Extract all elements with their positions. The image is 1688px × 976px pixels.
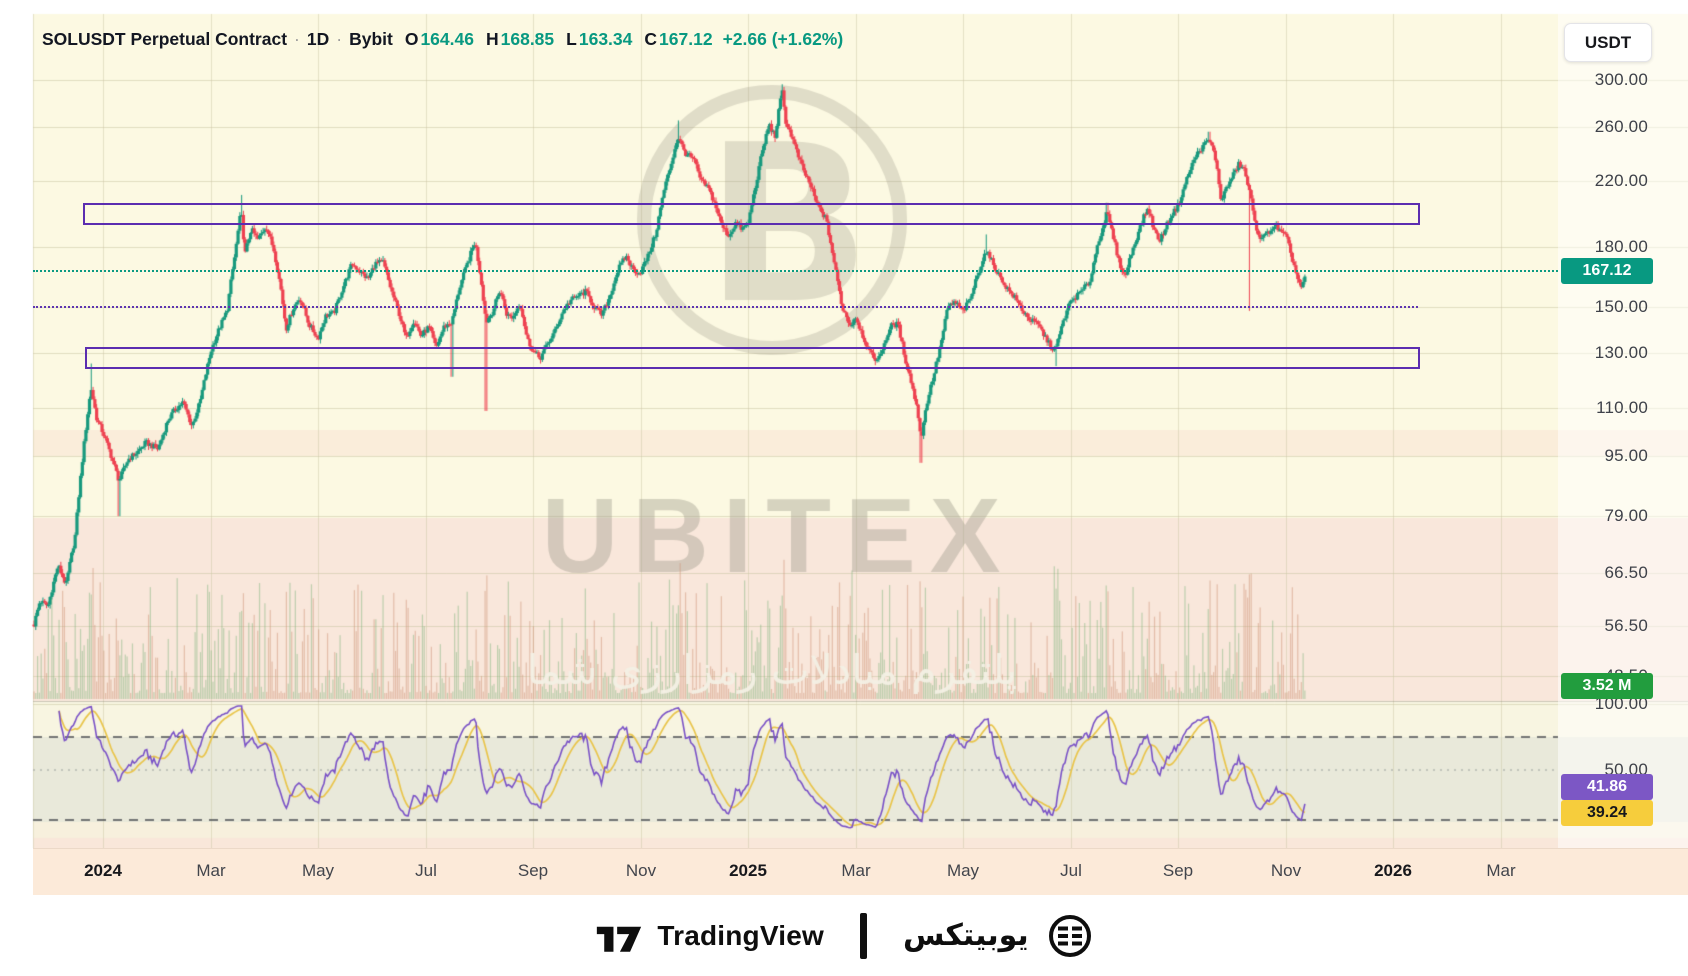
current-price-badge: 167.12 bbox=[1561, 258, 1653, 285]
symbol-header: SOLUSDT Perpetual Contract · 1D · Bybit O 164.… bbox=[42, 29, 843, 50]
time-axis[interactable]: 2024 Mar May Jul Sep Nov 2025 Mar May Jul Sep Nov 20… bbox=[33, 848, 1688, 896]
price-tick-label: 95.00 bbox=[1604, 445, 1648, 465]
time-tick-label: Jul bbox=[415, 861, 437, 880]
price-tick-label: 220.00 bbox=[1594, 171, 1648, 191]
symbol-title[interactable]: SOLUSDT Perpetual Contract bbox=[42, 29, 288, 49]
current-price-line[interactable] bbox=[33, 270, 1558, 273]
exchange-label: Bybit bbox=[349, 29, 393, 49]
time-tick-label: Nov bbox=[1270, 861, 1302, 880]
price-tick-label: 110.00 bbox=[1596, 397, 1648, 417]
candlestick-chart-canvas[interactable] bbox=[0, 0, 1688, 848]
time-tick-label: Mar bbox=[196, 861, 226, 880]
time-tick-label: 2024 bbox=[84, 861, 122, 880]
separator-dot: · bbox=[294, 29, 300, 49]
footer: TradingView يوبيتكس bbox=[0, 895, 1688, 976]
time-tick-label: May bbox=[301, 861, 335, 880]
resistance-zone-box[interactable] bbox=[83, 202, 1420, 225]
close-value: 167.12 bbox=[659, 29, 713, 49]
rsi-value-badge: 41.86 bbox=[1561, 774, 1653, 800]
time-tick-label: May bbox=[946, 861, 980, 880]
tradingview-wordmark[interactable]: TradingView bbox=[657, 919, 824, 951]
price-tick-label: 300.00 bbox=[1594, 69, 1648, 89]
high-value: 168.85 bbox=[500, 29, 555, 49]
price-tick-label: 150.00 bbox=[1594, 296, 1648, 316]
currency-toggle-button[interactable]: USDT bbox=[1564, 23, 1652, 62]
time-tick-label: Nov bbox=[625, 861, 657, 880]
footer-separator bbox=[859, 912, 867, 959]
low-value: 163.34 bbox=[578, 29, 633, 49]
price-tick-label: 56.50 bbox=[1604, 615, 1648, 635]
high-label: H bbox=[485, 29, 499, 49]
price-tick-label: 66.50 bbox=[1604, 562, 1648, 582]
average-price-line[interactable] bbox=[33, 306, 1418, 309]
open-value: 164.46 bbox=[420, 29, 474, 49]
close-label: C bbox=[644, 29, 658, 49]
time-tick-label: 2025 bbox=[729, 861, 767, 880]
low-label: L bbox=[566, 29, 577, 49]
interval-label[interactable]: 1D bbox=[306, 29, 330, 49]
ubitex-logo-icon[interactable] bbox=[1047, 913, 1093, 959]
price-tick-label: 180.00 bbox=[1594, 236, 1648, 256]
price-tick-label: 79.00 bbox=[1604, 506, 1648, 526]
time-tick-label: Mar bbox=[841, 861, 871, 880]
separator-dot: · bbox=[336, 29, 343, 49]
price-axis-column[interactable] bbox=[1558, 0, 1688, 848]
time-tick-label: Mar bbox=[1486, 861, 1516, 880]
ubitex-wordmark-arabic[interactable]: يوبيتكس bbox=[902, 918, 1029, 953]
tradingview-logo-icon[interactable] bbox=[595, 917, 643, 955]
time-tick-label: Jul bbox=[1060, 861, 1082, 880]
rsi-ma-value-badge: 39.24 bbox=[1561, 800, 1653, 826]
support-zone-box[interactable] bbox=[85, 347, 1420, 370]
price-tick-label: 130.00 bbox=[1594, 343, 1648, 363]
open-label: O bbox=[404, 29, 419, 49]
time-tick-label: Sep bbox=[1162, 861, 1194, 880]
time-tick-label: Sep bbox=[517, 861, 549, 880]
price-tick-label: 260.00 bbox=[1594, 116, 1648, 136]
time-tick-label: 2026 bbox=[1374, 861, 1412, 880]
change-value: +2.66 (+1.62%) bbox=[722, 29, 844, 49]
volume-value-badge: 3.52 M bbox=[1561, 673, 1653, 699]
